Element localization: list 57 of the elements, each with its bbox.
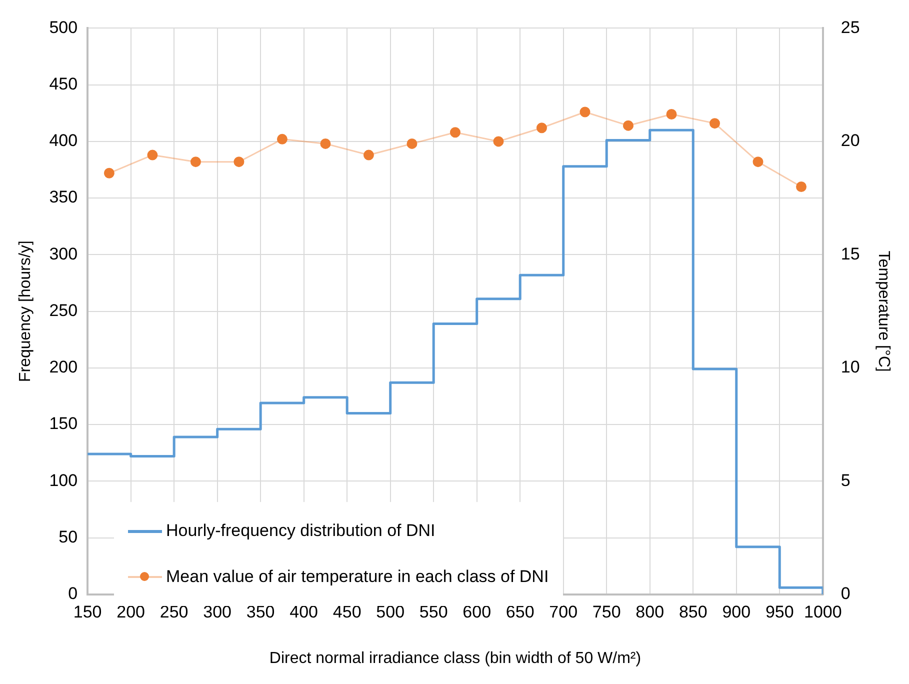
legend-label: Hourly-frequency distribution of DNI <box>166 521 436 541</box>
point <box>406 138 418 149</box>
x-tick-label: 150 <box>73 602 102 622</box>
point <box>622 120 634 131</box>
point <box>450 127 460 138</box>
point <box>493 136 504 147</box>
x-tick-label: 850 <box>678 602 708 622</box>
x-tick-label: 650 <box>506 602 534 622</box>
y-tick-label: 50 <box>58 527 78 546</box>
y2-tick-label: 25 <box>840 18 860 37</box>
y-tick-label: 250 <box>49 300 78 320</box>
x-tick-label: 950 <box>765 602 794 622</box>
x-axis-title: Direct normal irradiance class (bin width of 50 W/m²) <box>269 650 642 667</box>
point <box>363 150 374 160</box>
point <box>276 134 288 144</box>
x-tick-label: 300 <box>203 602 232 622</box>
x-tick-label: 200 <box>116 602 146 622</box>
y2-tick-label: 0 <box>840 584 850 604</box>
point <box>752 156 764 168</box>
x-tick-label: 400 <box>290 602 318 622</box>
x-tick-label: 550 <box>419 602 448 622</box>
point <box>104 168 114 178</box>
y-axis-title: Frequency [hours/y] <box>17 240 34 382</box>
y2-tick-label: 5 <box>840 470 850 490</box>
legend-label: Mean value of air temperature in each class of DNI <box>166 567 549 587</box>
point <box>580 106 590 118</box>
x-tick-label: 900 <box>722 602 751 622</box>
y-tick-label: 150 <box>49 414 78 434</box>
y-tick-label: 300 <box>49 244 78 264</box>
x-tick-label: 800 <box>636 602 664 622</box>
x-tick-label: 1000 <box>804 602 842 622</box>
x-tick-label: 250 <box>160 602 188 622</box>
y-tick-label: 350 <box>49 188 78 207</box>
y-tick-label: 100 <box>49 470 78 490</box>
x-tick-label: 500 <box>376 602 405 622</box>
point <box>796 181 807 192</box>
y-tick-label: 200 <box>49 358 78 377</box>
point <box>234 156 244 168</box>
point <box>147 150 158 160</box>
y-tick-label: 500 <box>49 18 78 37</box>
y-tick-label: 0 <box>68 584 78 604</box>
x-tick-label: 600 <box>462 602 492 622</box>
point <box>710 118 720 129</box>
point <box>320 138 331 149</box>
point <box>666 109 677 120</box>
x-tick-label: 450 <box>332 602 362 622</box>
y-tick-label: 400 <box>49 131 78 150</box>
point <box>190 156 201 168</box>
y2-tick-label: 15 <box>840 244 860 264</box>
point <box>536 122 547 134</box>
y2-tick-label: 20 <box>840 131 860 150</box>
x-tick-label: 700 <box>549 602 578 622</box>
y-tick-label: 450 <box>49 74 78 94</box>
y2-tick-label: 10 <box>840 358 860 377</box>
y2-axis-title: Temperature [°C] <box>874 250 892 372</box>
x-tick-label: 350 <box>246 602 275 622</box>
x-tick-label: 750 <box>592 602 621 622</box>
